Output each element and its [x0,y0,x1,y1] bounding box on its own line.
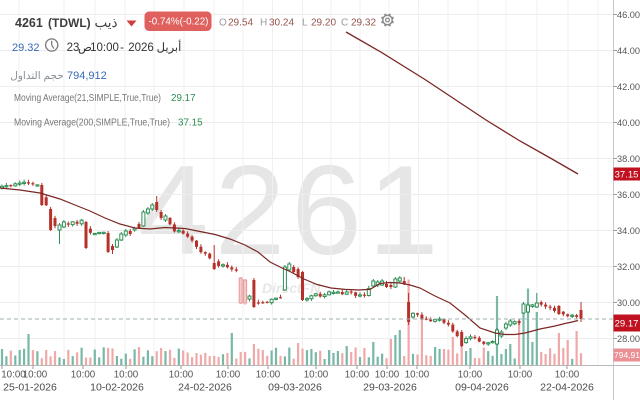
svg-text:10:00: 10:00 [216,370,241,381]
svg-text:Moving Average(21,SIMPLE,True,: Moving Average(21,SIMPLE,True,True) [14,93,161,104]
svg-text:O: O [219,18,227,29]
svg-text:32.00: 32.00 [617,262,640,272]
svg-text:09-04-2026: 09-04-2026 [455,382,509,394]
svg-text:أبريل: أبريل [157,39,182,54]
svg-text:10:00: 10:00 [405,370,430,381]
svg-text:10:00: 10:00 [256,370,281,381]
svg-text:10:00: 10:00 [1,370,26,381]
svg-text:C: C [341,18,348,29]
svg-text:46.00: 46.00 [617,10,640,20]
svg-text:28.00: 28.00 [617,334,640,344]
svg-text:2026: 2026 [128,42,154,54]
svg-text:DirectFN: DirectFN [262,280,321,296]
svg-text:10:00: 10:00 [555,370,580,381]
svg-text:10:00: 10:00 [169,370,194,381]
svg-text:25-01-2026: 25-01-2026 [3,382,57,394]
svg-text:29-03-2026: 29-03-2026 [363,382,417,394]
svg-text:38.00: 38.00 [617,154,640,164]
svg-text:10:00: 10:00 [345,370,370,381]
svg-text:29.54: 29.54 [228,18,253,29]
svg-text:37.15: 37.15 [178,118,203,129]
svg-text:36.00: 36.00 [617,190,640,200]
svg-text:ذيب: ذيب [94,15,117,30]
svg-text:10:00: 10:00 [508,370,533,381]
svg-text:10:00: 10:00 [90,42,119,54]
svg-text:29.17: 29.17 [171,93,196,104]
svg-text:ص: ص [78,42,92,54]
svg-text:(TDWL): (TDWL) [48,16,91,30]
svg-text:10:00: 10:00 [304,370,329,381]
svg-text:4261: 4261 [15,16,43,30]
svg-text:10:00: 10:00 [375,370,400,381]
svg-text:L: L [302,18,308,29]
svg-text:10:00: 10:00 [23,370,48,381]
svg-text:42.00: 42.00 [617,82,640,92]
svg-text:4261: 4261 [138,139,445,281]
svg-text:29.17: 29.17 [615,319,639,330]
svg-text:H: H [260,18,267,29]
svg-text:-: - [120,42,124,54]
svg-text:29.32: 29.32 [351,18,376,29]
svg-text:29.32: 29.32 [12,42,40,54]
svg-text:37.15: 37.15 [615,170,639,181]
svg-text:حجم التداول: حجم التداول [10,70,64,82]
svg-text:10-02-2026: 10-02-2026 [90,382,144,394]
svg-text:24-02-2026: 24-02-2026 [178,382,232,394]
svg-text:23: 23 [67,42,80,54]
svg-text:44.00: 44.00 [617,46,640,56]
svg-text:794,918: 794,918 [614,350,640,360]
svg-text:10:00: 10:00 [458,370,483,381]
svg-text:Moving Average(200,SIMPLE,True: Moving Average(200,SIMPLE,True,True) [14,118,170,129]
svg-text:-0.74%(-0.22): -0.74%(-0.22) [149,17,209,28]
svg-text:30.00: 30.00 [617,298,640,308]
svg-text:10:00: 10:00 [71,370,96,381]
svg-text:794,912: 794,912 [67,70,107,82]
svg-text:34.00: 34.00 [617,226,640,236]
svg-text:22-04-2026: 22-04-2026 [540,382,594,394]
svg-text:29.20: 29.20 [311,18,336,29]
svg-text:09-03-2026: 09-03-2026 [268,382,322,394]
svg-text:30.24: 30.24 [269,18,294,29]
svg-text:40.00: 40.00 [617,118,640,128]
svg-text:10:00: 10:00 [114,370,139,381]
